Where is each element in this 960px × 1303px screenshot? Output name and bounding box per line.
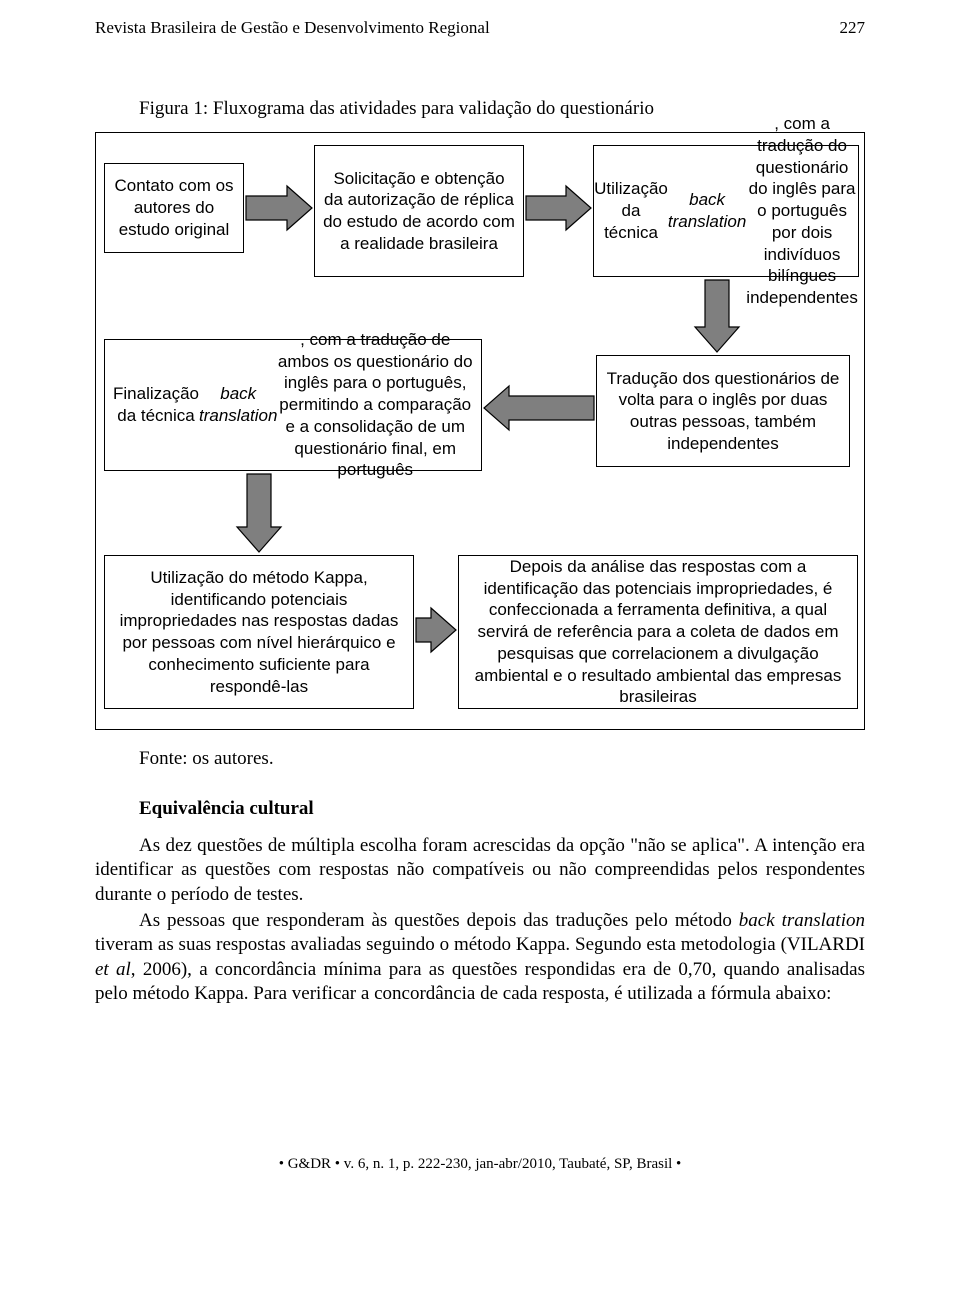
flowchart-arrow: [415, 607, 457, 653]
paragraph-1: As dez questões de múltipla escolha fora…: [95, 834, 865, 907]
page-footer: • G&DR • v. 6, n. 1, p. 222-230, jan-abr…: [95, 1156, 865, 1173]
flowchart-node: Depois da análise das respostas com a id…: [458, 555, 858, 709]
flowchart-node: Tradução dos questionários de volta para…: [596, 355, 850, 467]
section-heading: Equivalência cultural: [95, 798, 865, 820]
flowchart-arrow: [236, 473, 282, 553]
paragraph-2: As pessoas que responderam às questões d…: [95, 909, 865, 1006]
flowchart-node: Finalização da técnica back translation,…: [104, 339, 482, 471]
flowchart-arrow: [245, 185, 313, 231]
flowchart-arrow: [694, 279, 740, 353]
flowchart-diagram: Contato com os autores do estudo origina…: [95, 132, 865, 730]
flowchart-node: Utilização da técnica back translation, …: [593, 145, 859, 277]
page: Revista Brasileira de Gestão e Desenvolv…: [0, 0, 960, 1213]
journal-title: Revista Brasileira de Gestão e Desenvolv…: [95, 18, 490, 38]
flowchart-arrow: [483, 385, 595, 431]
flowchart-node: Contato com os autores do estudo origina…: [104, 163, 244, 253]
figure-source: Fonte: os autores.: [95, 748, 865, 770]
page-number: 227: [840, 18, 866, 38]
flowchart-node: Solicitação e obtenção da autorização de…: [314, 145, 524, 277]
flowchart-node: Utilização do método Kappa, identificand…: [104, 555, 414, 709]
flowchart-arrow: [525, 185, 592, 231]
running-header: Revista Brasileira de Gestão e Desenvolv…: [95, 18, 865, 38]
